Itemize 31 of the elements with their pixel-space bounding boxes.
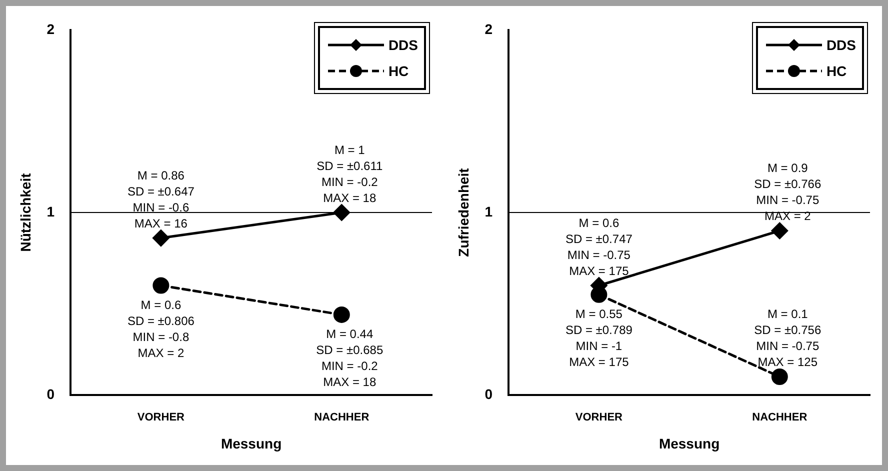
x-tick-label: VORHER	[575, 412, 623, 424]
y-tick-label: 0	[484, 386, 493, 402]
annotation: M = 0.6 SD = ±0.806 MIN = -0.8 MAX = 2	[127, 298, 195, 360]
point	[771, 368, 788, 385]
x-tick-label: NACHHER	[314, 412, 370, 424]
annotation: M = 0.6 SD = ±0.747 MIN = -0.75 MAX = 175	[565, 216, 633, 278]
point	[152, 230, 170, 246]
annotation: M = 0.1 SD = ±0.756 MIN = -0.75 MAX = 125	[754, 307, 822, 370]
x-tick-label: NACHHER	[752, 412, 808, 424]
point	[333, 306, 350, 323]
y-tick-label: 1	[484, 203, 493, 220]
y-tick-label: 1	[46, 203, 55, 220]
y-tick-label: 0	[46, 386, 55, 402]
annotation: M = 0.86 SD = ±0.647 MIN = -0.6 MAX = 16	[127, 168, 195, 230]
annotation: M = 1 SD = ±0.611 MIN = -0.2 MAX = 18	[316, 142, 384, 205]
annotation: M = 0.44 SD = ±0.685 MIN = -0.2 MAX = 18	[316, 327, 384, 390]
legend-label: DDS	[388, 37, 418, 53]
y-tick-label: 2	[484, 20, 493, 37]
point	[152, 277, 170, 294]
annotation: M = 0.55 SD = ±0.789 MIN = -1 MAX = 175	[565, 306, 633, 369]
x-axis-title: Messung	[658, 435, 720, 452]
point	[771, 222, 788, 239]
x-tick-label: VORHER	[137, 412, 185, 424]
point	[333, 204, 350, 221]
legend-label: HC	[826, 63, 847, 79]
y-tick-label: 2	[46, 20, 55, 37]
y-axis-title: Zufriedenheit	[455, 168, 472, 257]
y-axis-title: Nützlichkeit	[17, 172, 34, 252]
legend-label: DDS	[826, 37, 856, 53]
x-axis-title: Messung	[220, 435, 282, 452]
legend-label: HC	[388, 63, 409, 79]
